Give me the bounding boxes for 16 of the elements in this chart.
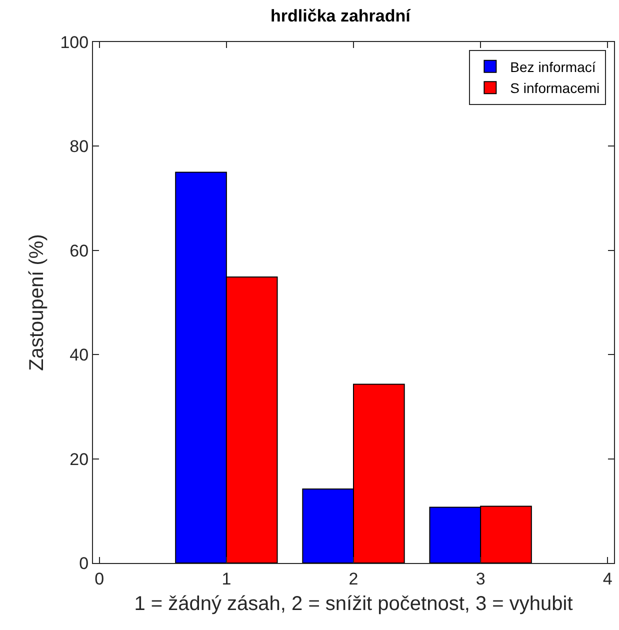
y-axis-title: Zastoupení (%) xyxy=(26,234,48,371)
x-axis-title: 1 = žádný zásah, 2 = snížit početnost, 3 = vyhubit xyxy=(134,592,574,615)
y-tick-label: 80 xyxy=(70,137,89,156)
x-tick-label: 4 xyxy=(602,569,612,588)
x-tick-label: 3 xyxy=(476,569,486,588)
x-tick-label: 2 xyxy=(348,569,358,588)
y-tick-label: 100 xyxy=(60,32,89,52)
chart-title: hrdlička zahradní xyxy=(270,6,412,26)
y-tick-label: 0 xyxy=(79,554,89,573)
legend-label: Bez informací xyxy=(510,58,596,75)
y-tick-label: 60 xyxy=(70,241,89,260)
legend-label: S informacemi xyxy=(510,80,600,96)
x-tick-label: 0 xyxy=(94,569,104,588)
y-tick-label: 20 xyxy=(70,450,89,469)
x-tick-label: 1 xyxy=(222,569,232,588)
y-tick-label: 40 xyxy=(70,346,89,365)
